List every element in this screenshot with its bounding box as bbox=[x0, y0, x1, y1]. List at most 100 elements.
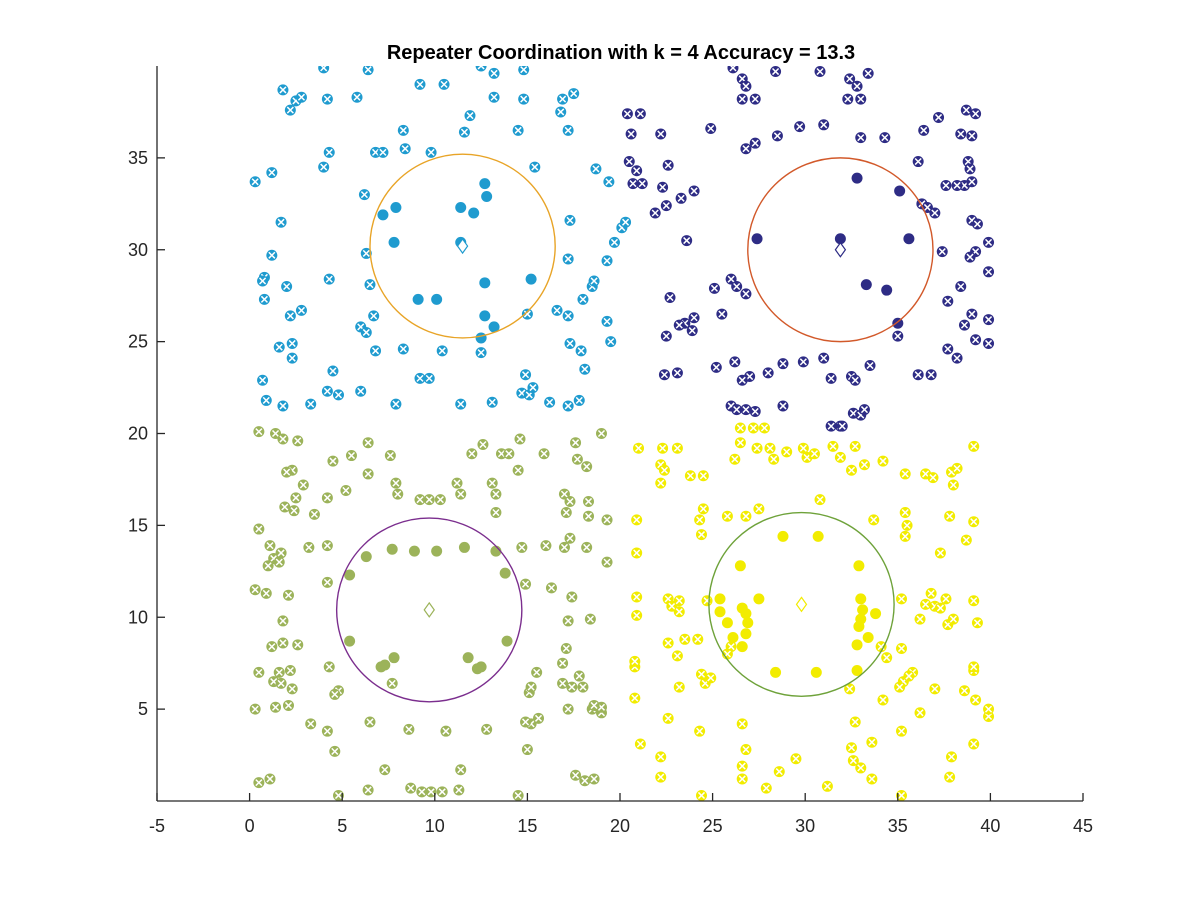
unselected-point bbox=[581, 541, 593, 553]
unselected-point bbox=[362, 784, 374, 796]
selected-point bbox=[475, 332, 487, 344]
unselected-point bbox=[275, 547, 287, 559]
unselected-point bbox=[864, 360, 876, 372]
circles-layer bbox=[335, 153, 934, 703]
unselected-point bbox=[894, 681, 906, 693]
unselected-point bbox=[603, 176, 615, 188]
unselected-point bbox=[570, 437, 582, 449]
unselected-point bbox=[571, 453, 583, 465]
unselected-point bbox=[360, 326, 372, 338]
unselected-point bbox=[503, 448, 515, 460]
unselected-point bbox=[740, 143, 752, 155]
unselected-point bbox=[438, 78, 450, 90]
unselected-point bbox=[734, 437, 746, 449]
selected-point bbox=[862, 631, 874, 643]
unselected-point bbox=[475, 66, 487, 72]
unselected-point bbox=[927, 472, 939, 484]
unselected-point bbox=[749, 405, 761, 417]
selected-point bbox=[479, 310, 491, 322]
unselected-point bbox=[584, 613, 596, 625]
unselected-point bbox=[970, 694, 982, 706]
x-tick-label: 15 bbox=[517, 816, 537, 836]
unselected-point bbox=[701, 595, 713, 607]
unselected-point bbox=[834, 451, 846, 463]
selected-point bbox=[851, 172, 863, 184]
unselected-point bbox=[673, 595, 685, 607]
unselected-point bbox=[729, 356, 741, 368]
unselected-point bbox=[912, 156, 924, 168]
unselected-point bbox=[662, 637, 674, 649]
unselected-point bbox=[983, 236, 995, 248]
x-tick-label: 20 bbox=[610, 816, 630, 836]
coverage-circle bbox=[747, 157, 934, 343]
selected-point bbox=[479, 277, 491, 289]
unselected-point bbox=[721, 510, 733, 522]
unselected-point bbox=[955, 128, 967, 140]
selected-point bbox=[431, 293, 443, 305]
unselected-point bbox=[697, 470, 709, 482]
unselected-point bbox=[866, 773, 878, 785]
unselected-point bbox=[623, 156, 635, 168]
unselected-point bbox=[516, 541, 528, 553]
unselected-point bbox=[562, 253, 574, 265]
unselected-point bbox=[258, 293, 270, 305]
unselected-point bbox=[414, 78, 426, 90]
unselected-point bbox=[951, 462, 963, 474]
selected-point bbox=[740, 628, 752, 640]
unselected-point bbox=[660, 330, 672, 342]
unselected-point bbox=[705, 122, 717, 134]
unselected-point bbox=[705, 672, 717, 684]
unselected-point bbox=[695, 789, 707, 801]
unselected-point bbox=[946, 751, 958, 763]
unselected-point bbox=[673, 606, 685, 618]
unselected-point bbox=[486, 396, 498, 408]
unselected-point bbox=[968, 738, 980, 750]
unselected-point bbox=[734, 422, 746, 434]
selected-point bbox=[714, 606, 726, 618]
unselected-point bbox=[425, 146, 437, 158]
unselected-point bbox=[588, 275, 600, 287]
unselected-point bbox=[281, 281, 293, 292]
unselected-point bbox=[797, 442, 809, 454]
unselected-point bbox=[249, 176, 261, 188]
unselected-point bbox=[355, 385, 367, 397]
unselected-point bbox=[929, 683, 941, 695]
selected-point bbox=[479, 178, 491, 190]
unselected-point bbox=[634, 108, 646, 120]
unselected-point bbox=[257, 275, 269, 287]
unselected-point bbox=[568, 88, 580, 100]
unselected-point bbox=[601, 514, 613, 526]
unselected-point bbox=[858, 404, 870, 416]
unselected-point bbox=[286, 352, 298, 364]
unselected-point bbox=[260, 587, 272, 599]
unselected-point bbox=[458, 126, 470, 138]
unselected-point bbox=[657, 442, 669, 454]
unselected-point bbox=[631, 514, 643, 526]
selected-point bbox=[525, 273, 537, 285]
unselected-point bbox=[749, 93, 761, 105]
unselected-point bbox=[518, 66, 530, 76]
x-tick-label: 40 bbox=[980, 816, 1000, 836]
unselected-point bbox=[466, 448, 478, 460]
unselected-point bbox=[583, 510, 595, 522]
unselected-point bbox=[323, 146, 335, 158]
unselected-point bbox=[455, 764, 467, 776]
unselected-point bbox=[686, 325, 698, 337]
unselected-point bbox=[940, 593, 952, 605]
unselected-point bbox=[814, 66, 826, 78]
unselected-point bbox=[551, 304, 563, 316]
unselected-point bbox=[947, 613, 959, 625]
unselected-point bbox=[955, 281, 967, 292]
unselected-point bbox=[249, 703, 261, 715]
unselected-point bbox=[758, 422, 770, 434]
unselected-point bbox=[436, 786, 448, 798]
unselected-point bbox=[277, 637, 289, 649]
unselected-point bbox=[879, 132, 891, 144]
unselected-point bbox=[281, 466, 293, 478]
x-tick-label: 30 bbox=[795, 816, 815, 836]
unselected-point bbox=[286, 683, 298, 695]
unselected-point bbox=[566, 681, 578, 693]
unselected-point bbox=[842, 93, 854, 105]
unselected-point bbox=[275, 216, 287, 228]
unselected-point bbox=[740, 510, 752, 522]
